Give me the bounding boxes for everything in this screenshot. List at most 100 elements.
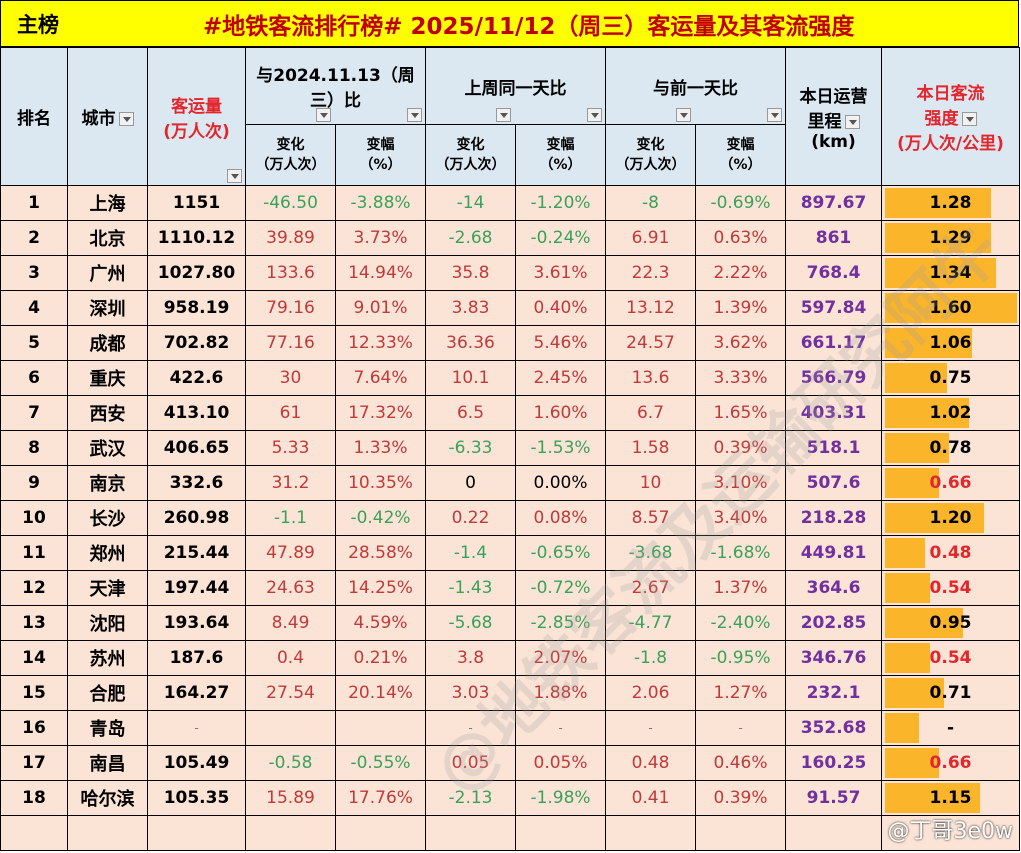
cell-dod-pct: 2.22% (695, 255, 787, 291)
cell-empty (334, 815, 427, 851)
cell-wow-chg: 10.1 (425, 360, 517, 396)
filter-dropdown-icon[interactable] (496, 108, 512, 122)
cell-volume: 105.49 (147, 745, 246, 781)
cell-dod-pct: 1.39% (695, 290, 787, 326)
cell-yoy-chg: 24.63 (245, 570, 336, 606)
cell-yoy-chg: 15.89 (245, 780, 336, 816)
cell-intensity: 1.34 (881, 255, 1021, 291)
subheader-change: 变化 （万人次） (605, 124, 697, 186)
intensity-value: 0.66 (929, 753, 972, 773)
cell-yoy-chg (245, 710, 336, 746)
cell-intensity: 0.48 (881, 535, 1021, 571)
cell-volume: 1151 (147, 185, 246, 221)
cell-intensity: 0.71 (881, 675, 1021, 711)
cell-dod-pct: 3.10% (695, 465, 787, 501)
cell-city: 南昌 (67, 745, 148, 781)
cell-wow-pct: - (515, 710, 607, 746)
cell-dod-chg: 0.41 (605, 780, 697, 816)
cell-yoy-pct: 17.76% (334, 780, 427, 816)
cell-empty (605, 815, 697, 851)
cell-empty (695, 815, 787, 851)
table-row: 2 北京 1110.12 39.89 3.73% -2.68 -0.24% 6.91 0.63%… (0, 220, 1021, 256)
ranking-table: 排名 城市 客运量 (万人次) 与2024.11.13（周三）比 上周同一天比 与… (0, 47, 1021, 851)
cell-wow-pct: -1.53% (515, 430, 607, 466)
cell-city: 沈阳 (67, 605, 148, 641)
cell-yoy-pct: 14.25% (334, 570, 427, 606)
intensity-value: 0.78 (929, 438, 972, 458)
filter-dropdown-icon[interactable] (118, 112, 134, 126)
cell-yoy-chg: 8.49 (245, 605, 336, 641)
cell-rank: 18 (0, 780, 68, 816)
cell-mileage: 160.25 (785, 745, 883, 781)
intensity-bar (885, 503, 985, 533)
cell-wow-pct: -2.85% (515, 605, 607, 641)
cell-wow-chg: 3.83 (425, 290, 517, 326)
cell-yoy-chg: 61 (245, 395, 336, 431)
cell-wow-chg: 0 (425, 465, 517, 501)
cell-dod-chg: 8.57 (605, 500, 697, 536)
cell-intensity: 1.60 (881, 290, 1021, 326)
filter-dropdown-icon[interactable] (587, 108, 603, 122)
intensity-value: 1.28 (929, 193, 972, 213)
cell-city: 武汉 (67, 430, 148, 466)
cell-volume: 1110.12 (147, 220, 246, 256)
cell-rank: 10 (0, 500, 68, 536)
intensity-value: 1.34 (929, 263, 972, 283)
intensity-value: - (946, 718, 955, 738)
cell-volume: 105.35 (147, 780, 246, 816)
cell-city: 南京 (67, 465, 148, 501)
cell-dod-chg: 1.58 (605, 430, 697, 466)
cell-rank: 12 (0, 570, 68, 606)
filter-dropdown-icon[interactable] (676, 108, 692, 122)
filter-dropdown-icon[interactable] (767, 108, 783, 122)
cell-mileage: 507.6 (785, 465, 883, 501)
subheader-pct: 变幅 （%） (695, 124, 787, 186)
cell-wow-chg: -6.33 (425, 430, 517, 466)
cell-yoy-pct: 12.33% (334, 325, 427, 361)
cell-rank: 2 (0, 220, 68, 256)
cell-intensity: 1.29 (881, 220, 1021, 256)
cell-volume: 332.6 (147, 465, 246, 501)
cell-city: 广州 (67, 255, 148, 291)
cell-empty (245, 815, 336, 851)
filter-dropdown-icon[interactable] (316, 108, 332, 122)
cell-yoy-pct: 3.73% (334, 220, 427, 256)
intensity-value: 1.60 (929, 298, 972, 318)
filter-dropdown-icon[interactable] (844, 114, 860, 129)
filter-dropdown-icon[interactable] (961, 112, 977, 126)
cell-wow-pct: 1.88% (515, 675, 607, 711)
cell-yoy-chg: 31.2 (245, 465, 336, 501)
cell-dod-chg: 2.67 (605, 570, 697, 606)
intensity-value: 0.71 (929, 683, 972, 703)
intensity-bar (885, 363, 948, 393)
cell-dod-pct: 1.27% (695, 675, 787, 711)
intensity-value: 0.95 (929, 613, 972, 633)
cell-yoy-pct: 28.58% (334, 535, 427, 571)
cell-mileage: 768.4 (785, 255, 883, 291)
cell-mileage: 232.1 (785, 675, 883, 711)
cell-yoy-pct: 20.14% (334, 675, 427, 711)
cell-wow-pct: 0.00% (515, 465, 607, 501)
cell-wow-chg: 3.03 (425, 675, 517, 711)
subheader-pct: 变幅 （%） (334, 124, 427, 186)
table-row: 11 郑州 215.44 47.89 28.58% -1.4 -0.65% -3.68 -1.6… (0, 535, 1021, 571)
cell-city: 合肥 (67, 675, 148, 711)
cell-yoy-chg: 5.33 (245, 430, 336, 466)
cell-dod-pct: -2.40% (695, 605, 787, 641)
subheader-change: 变化 （万人次） (245, 124, 336, 186)
subheader-pct: 变幅 （%） (515, 124, 607, 186)
intensity-bar (885, 608, 964, 638)
cell-intensity: 1.20 (881, 500, 1021, 536)
table-row: 9 南京 332.6 31.2 10.35% 0 0.00% 10 3.10% 507.6 0.66 (0, 465, 1021, 501)
table-row: 13 沈阳 193.64 8.49 4.59% -5.68 -2.85% -4.77 -2.40… (0, 605, 1021, 641)
cell-dod-chg: 6.91 (605, 220, 697, 256)
cell-empty (425, 815, 517, 851)
cell-wow-chg: 35.8 (425, 255, 517, 291)
filter-dropdown-icon[interactable] (407, 108, 423, 122)
intensity-bar (885, 328, 973, 358)
cell-empty (0, 815, 68, 851)
cell-city: 北京 (67, 220, 148, 256)
cell-yoy-chg: 30 (245, 360, 336, 396)
filter-dropdown-icon[interactable] (227, 169, 242, 183)
cell-rank: 8 (0, 430, 68, 466)
